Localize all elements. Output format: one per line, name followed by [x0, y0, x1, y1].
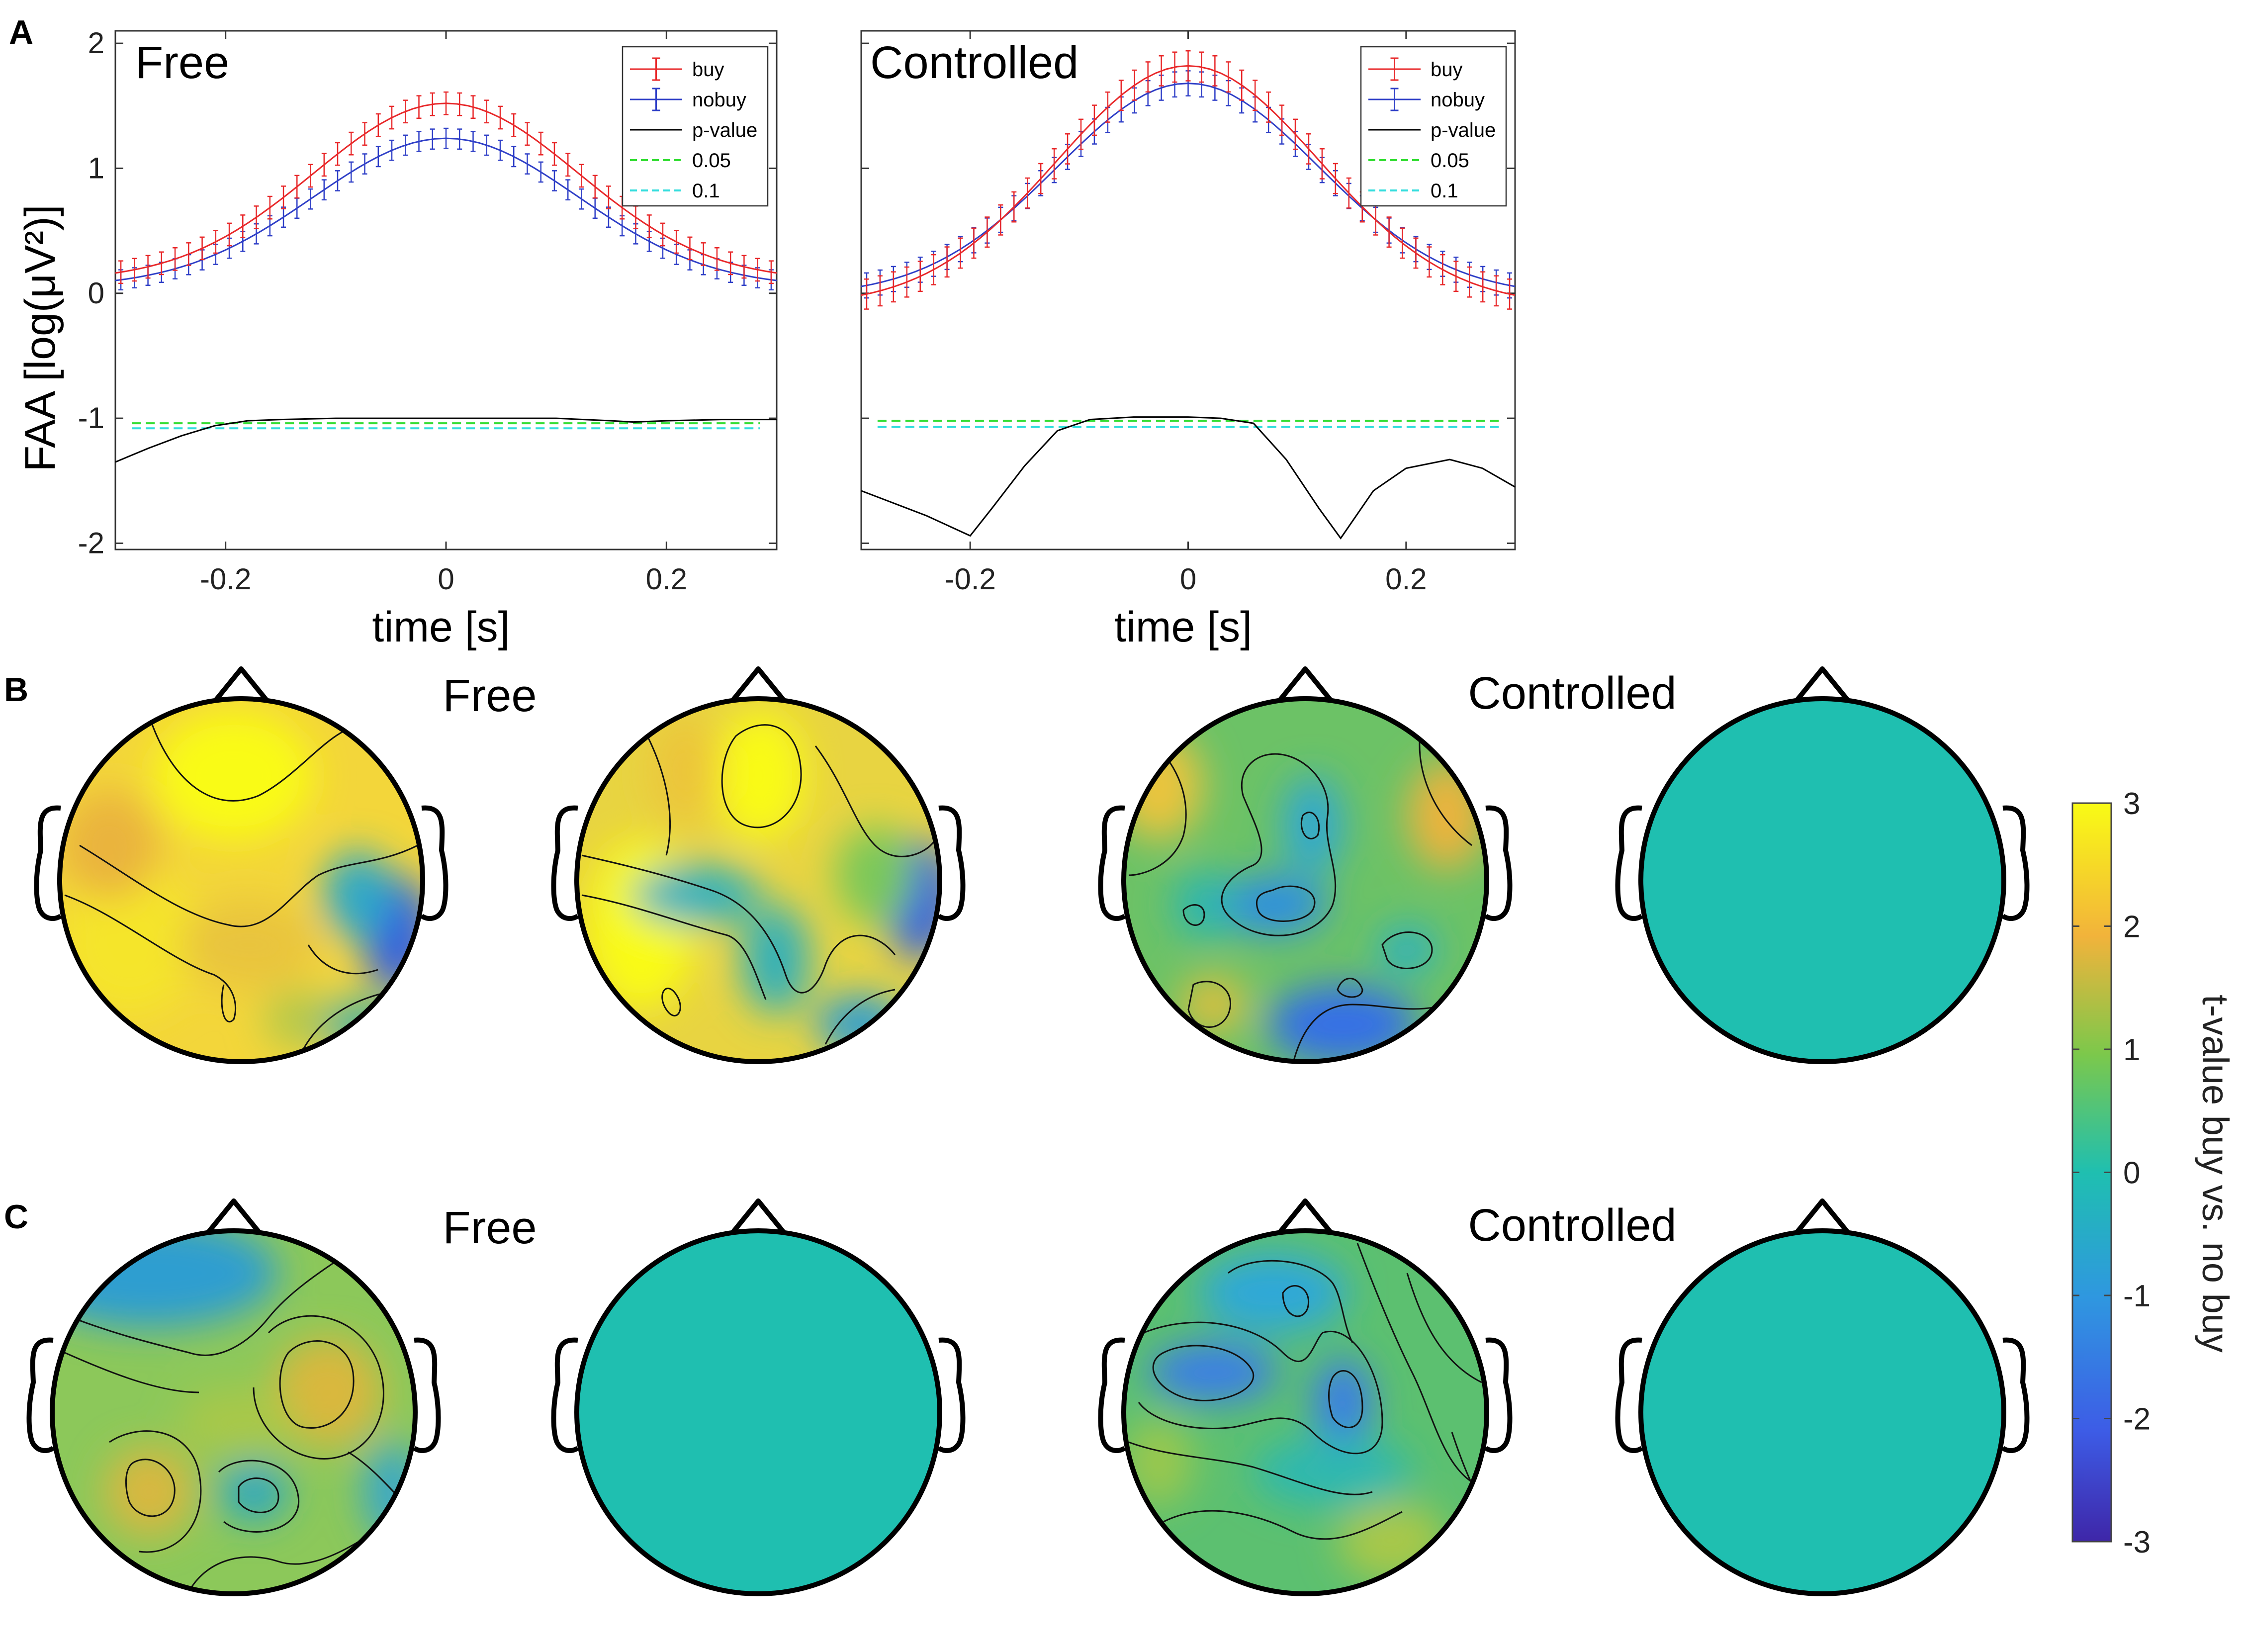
- y-axis-label: FAA [log(μV²)]: [16, 204, 64, 471]
- colorbar-tick-label: -1: [2123, 1279, 2151, 1313]
- head-nose: [206, 1198, 262, 1235]
- y-tick-label: 2: [88, 26, 104, 60]
- c-title-controlled: Controlled: [1468, 1200, 1676, 1251]
- chart-free-faa: -0.2 0 0.2 -2 -1 0 1 2 Free time [s] buy nobuy p-val…: [78, 26, 778, 651]
- head-outline: [1121, 696, 1489, 1064]
- legend-label: 0.1: [692, 180, 720, 202]
- x-axis-label: time [s]: [1114, 603, 1252, 651]
- head-ear-left: [1615, 1337, 1643, 1453]
- head-ear-left: [26, 1337, 55, 1453]
- x-axis-label: time [s]: [372, 603, 510, 651]
- topomap-zero-fill: [1641, 1231, 2004, 1594]
- topomap-zero-fill: [577, 1231, 940, 1594]
- topomap-c-controlled-1: [1124, 1231, 1487, 1594]
- legend-label: 0.1: [1431, 180, 1458, 202]
- head-ear-left: [1098, 1337, 1126, 1453]
- head-nose: [730, 666, 786, 703]
- topomap-zero-fill: [1641, 699, 2004, 1062]
- x-tick-label: 0: [438, 562, 454, 596]
- y-tick-label: -1: [78, 401, 104, 435]
- head-ear-left: [551, 805, 579, 921]
- head-outline: [1638, 1228, 2006, 1596]
- chart-controlled-faa: -0.2 0 0.2 Controlled time [s] buy nobuy p-valu…: [860, 30, 1516, 651]
- legend-label: nobuy: [1431, 89, 1485, 111]
- head-outline: [1121, 1228, 1489, 1596]
- p-value-line: [861, 416, 1516, 540]
- x-tick-label: -0.2: [944, 562, 995, 596]
- colorbar-ticks: 3 2 1 0 -1 -2 -3: [2072, 787, 2151, 1560]
- head-1: [34, 666, 449, 1064]
- head-2: [551, 666, 966, 1064]
- y-tick-label: -2: [78, 526, 104, 559]
- legend-label: 0.05: [692, 150, 731, 172]
- head-outline: [57, 696, 425, 1064]
- legend-label: buy: [1431, 59, 1463, 81]
- colorbar-tick-label: -3: [2123, 1525, 2151, 1560]
- chart-title: Free: [135, 37, 229, 88]
- head-ear-right: [2001, 1337, 2030, 1453]
- head-nose: [213, 666, 269, 703]
- panel-label-c: C: [4, 1198, 28, 1236]
- colorbar-label: t-value buy vs. no buy: [2195, 995, 2236, 1353]
- head-outline: [574, 1228, 942, 1596]
- head-4: [1615, 666, 2030, 1064]
- head-ear-right: [413, 1337, 441, 1453]
- b-title-free: Free: [443, 670, 537, 721]
- legend-label: p-value: [692, 119, 757, 141]
- head-ear-right: [1484, 805, 1513, 921]
- y-tick-label: 1: [88, 151, 104, 184]
- head-ear-left: [551, 1337, 579, 1453]
- legend-label: buy: [692, 59, 724, 81]
- head-ear-left: [1615, 805, 1643, 921]
- legend-box: [622, 46, 769, 207]
- head-nose: [730, 1198, 786, 1235]
- colorbar-tick-label: 1: [2123, 1033, 2140, 1067]
- y-tick-label: 0: [88, 276, 104, 310]
- head-nose: [1277, 666, 1333, 703]
- head-outlines: [26, 666, 2030, 1596]
- head-nose: [1795, 1198, 1850, 1235]
- colorbar-tick-label: 3: [2123, 787, 2140, 821]
- p-value-line: [115, 417, 777, 463]
- colorbar-tick-label: -2: [2123, 1402, 2151, 1437]
- topomap-b-free-1: [60, 699, 423, 1062]
- x-tick-label: 0.2: [1385, 562, 1427, 596]
- head-outline: [50, 1228, 418, 1596]
- colorbar-tick-label: 2: [2123, 910, 2140, 944]
- head-nose: [1795, 666, 1850, 703]
- panel-label-b: B: [4, 671, 28, 709]
- legend-label: p-value: [1431, 119, 1496, 141]
- x-tick-label: 0: [1180, 562, 1196, 596]
- chart-title: Controlled: [870, 37, 1078, 88]
- head-ear-right: [420, 805, 449, 921]
- head-6: [551, 1198, 966, 1596]
- head-nose: [1277, 1198, 1333, 1235]
- head-ear-left: [34, 805, 62, 921]
- c-title-free: Free: [443, 1202, 537, 1253]
- head-outline: [1638, 696, 2006, 1064]
- head-ear-right: [937, 805, 966, 921]
- b-title-controlled: Controlled: [1468, 668, 1676, 719]
- legend-label: nobuy: [692, 89, 746, 111]
- head-outline: [574, 696, 942, 1064]
- legend-box: [1360, 46, 1507, 207]
- x-tick-label: -0.2: [200, 562, 251, 596]
- panel-label-a: A: [9, 13, 33, 51]
- x-tick-label: 0.2: [646, 562, 687, 596]
- colorbar-tick-label: 0: [2123, 1156, 2140, 1191]
- head-ear-right: [2001, 805, 2030, 921]
- head-8: [1615, 1198, 2030, 1596]
- head-7: [1098, 1198, 1513, 1596]
- topomap-b-controlled-1: [1124, 699, 1487, 1062]
- head-ear-right: [1484, 1337, 1513, 1453]
- head-ear-right: [937, 1337, 966, 1453]
- topomap-b-free-2: [577, 699, 940, 1062]
- legend-label: 0.05: [1431, 150, 1469, 172]
- head-ear-left: [1098, 805, 1126, 921]
- head-3: [1098, 666, 1513, 1064]
- head-5: [26, 1198, 441, 1596]
